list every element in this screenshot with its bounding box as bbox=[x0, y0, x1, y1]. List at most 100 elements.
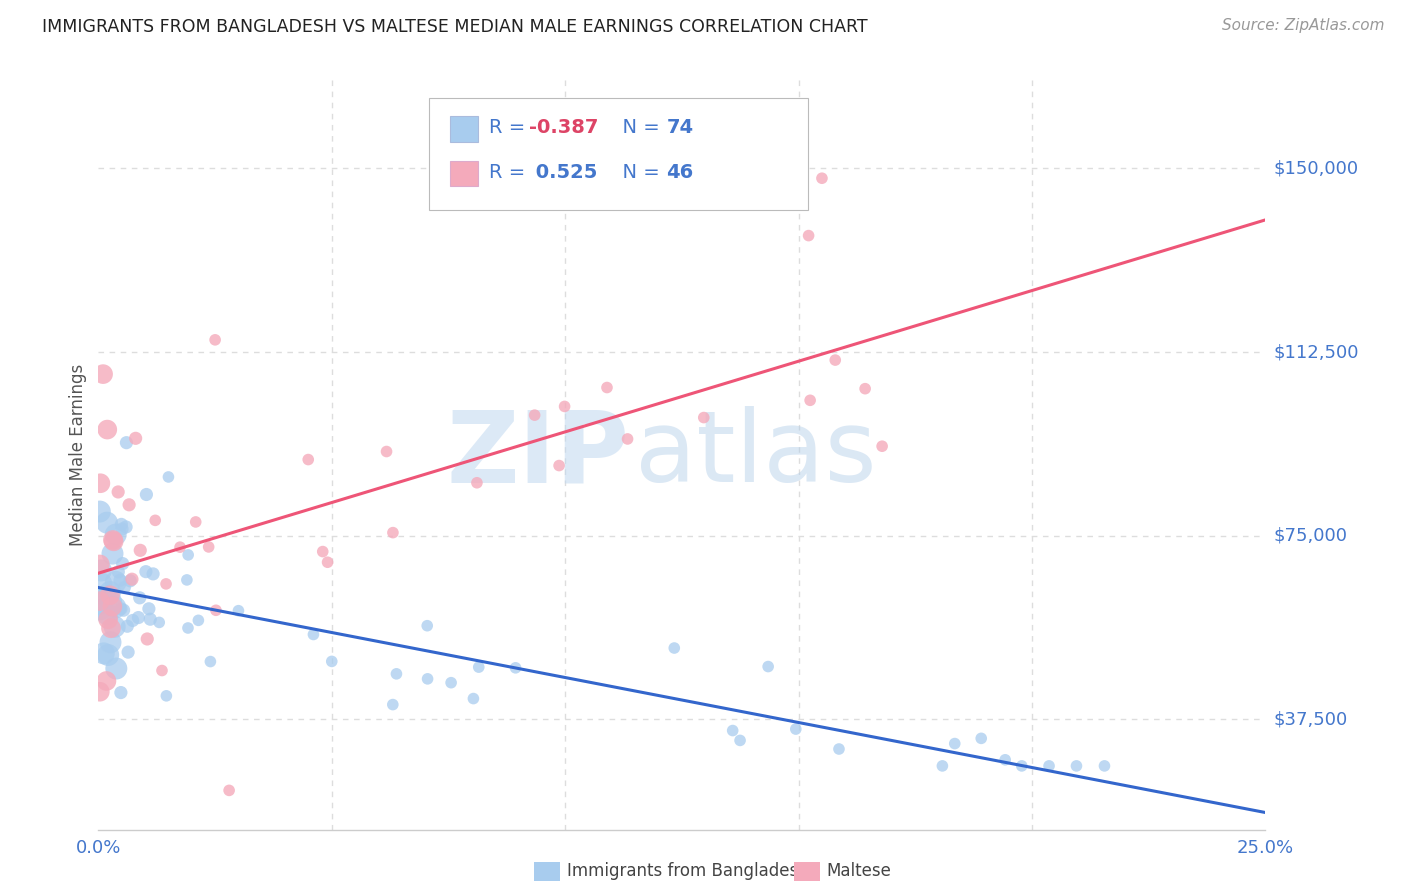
Text: $37,500: $37,500 bbox=[1274, 710, 1348, 729]
Text: N =: N = bbox=[610, 162, 666, 182]
Point bbox=[943, 737, 966, 751]
Point bbox=[148, 615, 170, 630]
Point bbox=[117, 645, 139, 659]
Point bbox=[721, 723, 744, 738]
Point bbox=[693, 410, 716, 425]
Point bbox=[124, 431, 146, 445]
Point bbox=[853, 382, 876, 396]
Point bbox=[548, 458, 571, 473]
Point bbox=[100, 621, 122, 635]
Point bbox=[100, 595, 122, 609]
Point bbox=[142, 566, 165, 581]
Point bbox=[931, 759, 953, 773]
Point bbox=[228, 604, 250, 618]
Point bbox=[110, 602, 132, 616]
Point bbox=[381, 698, 404, 712]
Point bbox=[104, 574, 127, 589]
Point bbox=[416, 618, 439, 632]
Point bbox=[96, 423, 118, 437]
Point bbox=[381, 525, 404, 540]
Point bbox=[104, 527, 127, 541]
Point bbox=[128, 591, 150, 605]
Point bbox=[316, 555, 339, 569]
Point bbox=[205, 603, 228, 617]
Point bbox=[664, 640, 686, 655]
Point bbox=[1011, 759, 1033, 773]
Point bbox=[321, 654, 343, 668]
Text: ZIP: ZIP bbox=[447, 407, 630, 503]
Text: R =: R = bbox=[489, 118, 531, 137]
Text: N =: N = bbox=[610, 118, 666, 137]
Text: $150,000: $150,000 bbox=[1274, 160, 1358, 178]
Point bbox=[440, 675, 463, 690]
Point bbox=[98, 585, 121, 599]
Point bbox=[90, 576, 112, 591]
Point bbox=[107, 485, 129, 500]
Point bbox=[312, 544, 335, 558]
Point bbox=[127, 610, 149, 624]
Point bbox=[111, 522, 134, 536]
Point bbox=[169, 540, 191, 554]
Point bbox=[139, 612, 162, 626]
Point bbox=[200, 655, 222, 669]
Point bbox=[89, 476, 111, 491]
Point bbox=[728, 733, 751, 747]
Point bbox=[157, 470, 180, 484]
Point bbox=[596, 380, 619, 394]
Point bbox=[97, 648, 120, 662]
Text: IMMIGRANTS FROM BANGLADESH VS MALTESE MEDIAN MALE EARNINGS CORRELATION CHART: IMMIGRANTS FROM BANGLADESH VS MALTESE ME… bbox=[42, 18, 868, 36]
Point bbox=[176, 573, 198, 587]
Text: $75,000: $75,000 bbox=[1274, 526, 1348, 545]
Point bbox=[870, 439, 893, 453]
Point bbox=[112, 603, 135, 617]
Point bbox=[96, 607, 118, 622]
Point bbox=[136, 632, 159, 646]
Point bbox=[150, 664, 173, 678]
Point bbox=[468, 660, 491, 674]
Text: Maltese: Maltese bbox=[827, 863, 891, 880]
Point bbox=[375, 444, 398, 458]
Point bbox=[101, 547, 124, 561]
Point bbox=[115, 520, 138, 534]
Text: R =: R = bbox=[489, 162, 531, 182]
Text: atlas: atlas bbox=[636, 407, 877, 503]
Point bbox=[96, 516, 118, 530]
Point bbox=[505, 661, 527, 675]
Text: 46: 46 bbox=[666, 162, 693, 182]
Point bbox=[112, 581, 135, 595]
Text: Source: ZipAtlas.com: Source: ZipAtlas.com bbox=[1222, 18, 1385, 33]
Point bbox=[616, 432, 638, 446]
Point bbox=[1038, 759, 1060, 773]
Point bbox=[465, 475, 488, 490]
Point bbox=[187, 613, 209, 627]
Point bbox=[824, 353, 846, 368]
Point bbox=[103, 534, 125, 549]
Point bbox=[110, 685, 132, 699]
Point bbox=[118, 498, 141, 512]
Point bbox=[155, 577, 177, 591]
Y-axis label: Median Male Earnings: Median Male Earnings bbox=[69, 364, 87, 546]
Point bbox=[90, 602, 112, 616]
Point bbox=[218, 783, 240, 797]
Point bbox=[554, 400, 576, 414]
Point bbox=[104, 620, 127, 634]
Point bbox=[91, 367, 114, 381]
Text: -0.387: -0.387 bbox=[529, 118, 598, 137]
Point bbox=[117, 619, 139, 633]
Point bbox=[89, 597, 111, 611]
Point bbox=[101, 599, 124, 614]
Point bbox=[994, 753, 1017, 767]
Point bbox=[197, 540, 219, 554]
Point bbox=[121, 614, 143, 628]
Point bbox=[970, 731, 993, 746]
Point bbox=[111, 557, 134, 571]
Point bbox=[110, 517, 132, 532]
Point bbox=[799, 393, 821, 408]
Point bbox=[811, 171, 834, 186]
Point bbox=[135, 565, 157, 579]
Text: 0.525: 0.525 bbox=[529, 162, 598, 182]
Point bbox=[89, 684, 111, 698]
Point bbox=[785, 722, 807, 736]
Point bbox=[756, 659, 779, 673]
Point bbox=[96, 673, 118, 688]
